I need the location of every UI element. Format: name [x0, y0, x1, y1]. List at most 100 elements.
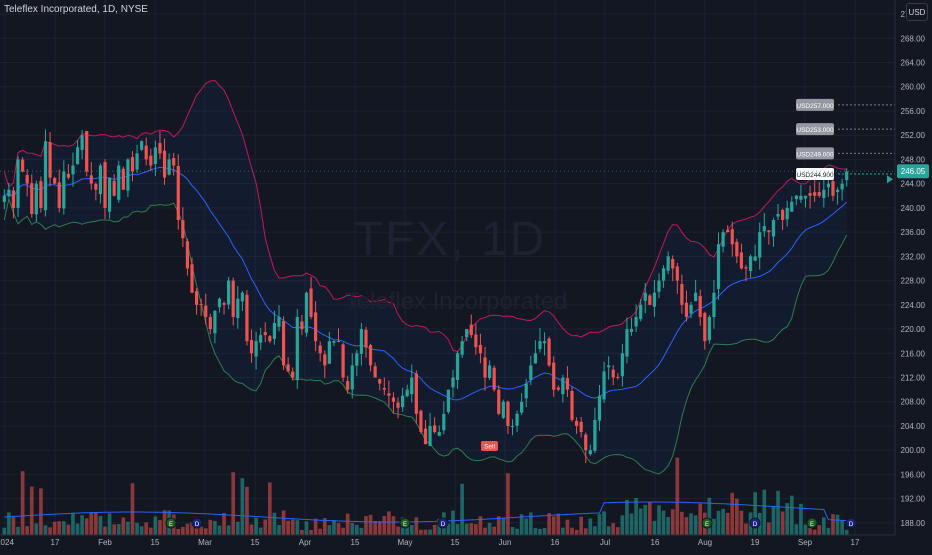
volume-bar: [336, 522, 341, 535]
candle-body: [520, 401, 524, 413]
volume-bar: [75, 523, 80, 535]
volume-bar: [478, 516, 483, 535]
candle-body: [181, 220, 185, 239]
candle-body: [213, 310, 217, 334]
candle-body: [808, 192, 812, 196]
volume-bar: [803, 524, 808, 535]
candle-body: [625, 329, 629, 357]
candle-body: [840, 183, 844, 190]
volume-bar: [190, 522, 194, 535]
volume-bar: [629, 513, 634, 535]
candle-body: [753, 256, 757, 261]
event-marker: E: [701, 517, 713, 529]
candle-body: [126, 159, 130, 191]
y-tick-label: 212.00: [901, 374, 926, 383]
candle-body: [57, 182, 61, 208]
candle-body: [822, 189, 826, 198]
volume-bar: [240, 478, 245, 535]
candle-body: [314, 312, 318, 342]
candle-body: [130, 157, 135, 172]
candle-body: [648, 295, 652, 305]
volume-bar: [684, 517, 689, 535]
x-tick-label: 16: [651, 538, 660, 547]
currency-button[interactable]: USD: [906, 3, 928, 21]
candle-body: [149, 155, 153, 166]
candle-body: [199, 303, 203, 305]
event-marker: D: [437, 517, 449, 529]
volume-bar: [66, 524, 71, 535]
volume-bar: [556, 513, 561, 535]
candle-body: [2, 195, 6, 202]
candle-body: [817, 192, 821, 196]
volume-bar: [492, 526, 497, 535]
candle-body: [272, 322, 277, 339]
candle-body: [570, 390, 574, 420]
price-label-text: USD249.000: [796, 151, 834, 158]
volume-bar: [712, 518, 716, 535]
volume-bar: [808, 527, 812, 535]
volume-bar: [350, 522, 355, 535]
candle-body: [776, 213, 780, 217]
volume-bar: [327, 525, 332, 535]
candle-body: [43, 141, 48, 211]
candle-body: [639, 304, 643, 320]
volume-bar: [547, 513, 551, 535]
candle-body: [231, 280, 235, 317]
volume-bar: [579, 516, 583, 535]
candle-body: [30, 183, 34, 214]
candle-body: [675, 266, 679, 281]
candle-body: [300, 321, 304, 330]
volume-bar: [474, 524, 478, 535]
y-tick-label: 240.00: [901, 204, 926, 213]
candle-body: [506, 401, 510, 426]
candle-body: [89, 175, 93, 184]
candle-body: [172, 158, 176, 166]
candle-body: [135, 153, 139, 170]
candle-body: [112, 180, 116, 196]
volume-bar: [80, 515, 84, 535]
candle-body: [291, 371, 295, 378]
event-marker-letter: E: [705, 522, 709, 528]
volume-bar: [377, 521, 382, 535]
volume-bar: [57, 521, 62, 535]
candle-body: [455, 353, 460, 380]
volume-bar: [657, 505, 661, 535]
volume-bar: [341, 527, 345, 535]
volume-bar: [771, 506, 776, 535]
price-label-bg: [796, 98, 834, 111]
candle-body: [355, 353, 359, 366]
candle-body: [153, 147, 157, 165]
candles: [2, 129, 849, 464]
candle-body: [80, 135, 84, 150]
volume-bar: [776, 490, 780, 535]
candle-body: [671, 258, 675, 269]
volume-bar: [199, 526, 203, 535]
candle-body: [437, 432, 441, 436]
volume-bar: [707, 497, 712, 535]
volume-bar: [268, 482, 272, 535]
volume-bar: [574, 529, 579, 535]
y-tick-label: 204.00: [901, 422, 926, 431]
candle-body: [204, 305, 208, 317]
event-marker-letter: E: [810, 522, 814, 528]
candle-body: [781, 209, 785, 221]
event-marker-letter: D: [441, 522, 446, 528]
event-marker: D: [845, 517, 857, 529]
volume-bar: [744, 523, 748, 535]
candle-body: [25, 174, 29, 184]
event-marker-dot: [437, 517, 449, 529]
candle-body: [295, 316, 299, 381]
candle-body: [16, 159, 20, 208]
candle-body: [208, 317, 212, 330]
candle-body: [694, 292, 698, 302]
volume-bar: [419, 529, 423, 535]
volume-bar: [542, 528, 547, 535]
upper-band-line: [3, 79, 847, 353]
candle-body: [350, 365, 354, 390]
y-tick-label: 256.00: [901, 107, 926, 116]
volume-bar: [583, 528, 588, 535]
event-marker-dot: [845, 517, 857, 529]
candle-body: [414, 373, 418, 414]
